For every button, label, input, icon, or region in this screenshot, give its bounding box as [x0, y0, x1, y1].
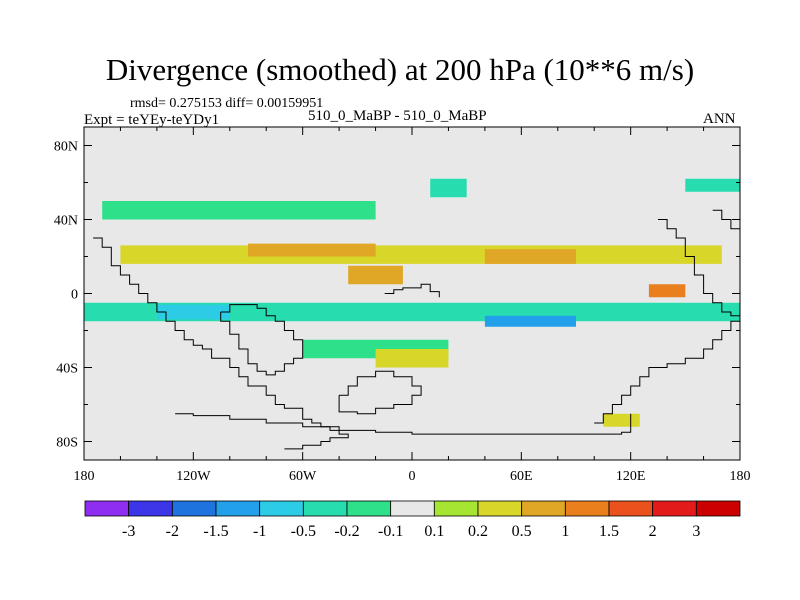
chart-title: Divergence (smoothed) at 200 hPa (10**6 …: [105, 52, 695, 87]
contour-region-1: [248, 243, 376, 257]
colorbar: -3 -2 -1.5 -1 -0.5 -0.2 -0.1 0.1 0.2 0.5 1 1.5 2 3: [84, 500, 741, 540]
colorbar-swatch: [564, 500, 610, 517]
contour-region-9: [348, 265, 403, 285]
coastline-americas: [93, 237, 349, 450]
comparison-label: 510_0_MaBP - 510_0_MaBP: [308, 108, 487, 124]
plot-area: 180 120W 60W 0 60E 120E 180 80N 40N 0 40S 80S: [54, 126, 751, 484]
colorbar-label: -1.5: [203, 523, 228, 540]
colorbar-label: 0.5: [512, 523, 532, 540]
colorbar-label: -0.2: [334, 523, 359, 540]
y-tick-label: 80S: [56, 436, 78, 451]
contour-region-12: [375, 349, 449, 368]
colorbar-swatch: [302, 500, 348, 517]
x-tick-label: 60E: [510, 469, 533, 484]
colorbar-swatch: [477, 500, 523, 517]
x-tick-label: 0: [409, 469, 416, 484]
colorbar-swatch: [608, 500, 654, 517]
coastline-africa_north: [384, 283, 440, 298]
contour-region-4: [156, 304, 230, 320]
y-tick-label: 0: [71, 288, 78, 303]
colorbar-label: 0.1: [424, 523, 444, 540]
map-background: [84, 127, 740, 460]
colorbar-swatch: [695, 500, 741, 517]
colorbar-label: -0.5: [291, 523, 316, 540]
contour-region-6: [102, 201, 376, 220]
colorbar-label: 0.2: [468, 523, 488, 540]
colorbar-swatch: [652, 500, 697, 517]
contour-region-5: [484, 315, 576, 327]
colorbar-swatch: [128, 500, 173, 517]
colorbar-label: 1.5: [599, 523, 619, 540]
colorbar-swatch: [259, 500, 304, 517]
coastline-northwest_pacific: [712, 209, 740, 238]
colorbar-label: 2: [649, 523, 657, 540]
y-tick-label: 40N: [54, 214, 78, 229]
field-layer: [84, 178, 740, 450]
colorbar-label: -3: [122, 523, 135, 540]
colorbar-label: -0.1: [378, 523, 403, 540]
colorbar-swatch: [390, 500, 435, 517]
y-tick-label: 80N: [54, 140, 78, 155]
coastline-south_america_outline: [220, 304, 304, 376]
colorbar-swatch: [346, 500, 392, 517]
x-tick-label: 120W: [176, 469, 211, 484]
contour-region-8: [648, 284, 686, 298]
colorbar-swatch: [521, 500, 566, 517]
colorbar-swatch: [171, 500, 217, 517]
contour-region-11: [685, 178, 740, 192]
contour-region-13: [603, 413, 640, 427]
coastline-east_asia: [658, 219, 740, 320]
contour-region-2: [484, 249, 576, 264]
y-tick-label: 40S: [56, 362, 78, 377]
contour-region-0: [120, 245, 722, 264]
experiment-label: Expt = teYEy-teYDy1: [84, 112, 220, 128]
colorbar-label: 3: [692, 523, 700, 540]
x-tick-label: 180: [730, 469, 751, 484]
rmsd-diff-label: rmsd= 0.275153 diff= 0.00159951: [130, 96, 324, 111]
season-label: ANN: [703, 111, 736, 127]
x-tick-label: 120E: [616, 469, 646, 484]
x-tick-label: 60W: [289, 469, 317, 484]
coastline-asia_pacific: [594, 312, 740, 424]
x-tick-label: 180: [74, 469, 95, 484]
colorbar-label: -1: [253, 523, 266, 540]
contour-region-10: [430, 178, 467, 198]
colorbar-label: -2: [166, 523, 179, 540]
colorbar-swatch: [433, 500, 479, 517]
colorbar-swatch: [215, 500, 261, 517]
colorbar-swatch: [84, 500, 130, 517]
coastline-antarctica: [175, 413, 632, 435]
colorbar-label: 1: [561, 523, 569, 540]
coastline-antarctic_ice: [338, 370, 422, 415]
